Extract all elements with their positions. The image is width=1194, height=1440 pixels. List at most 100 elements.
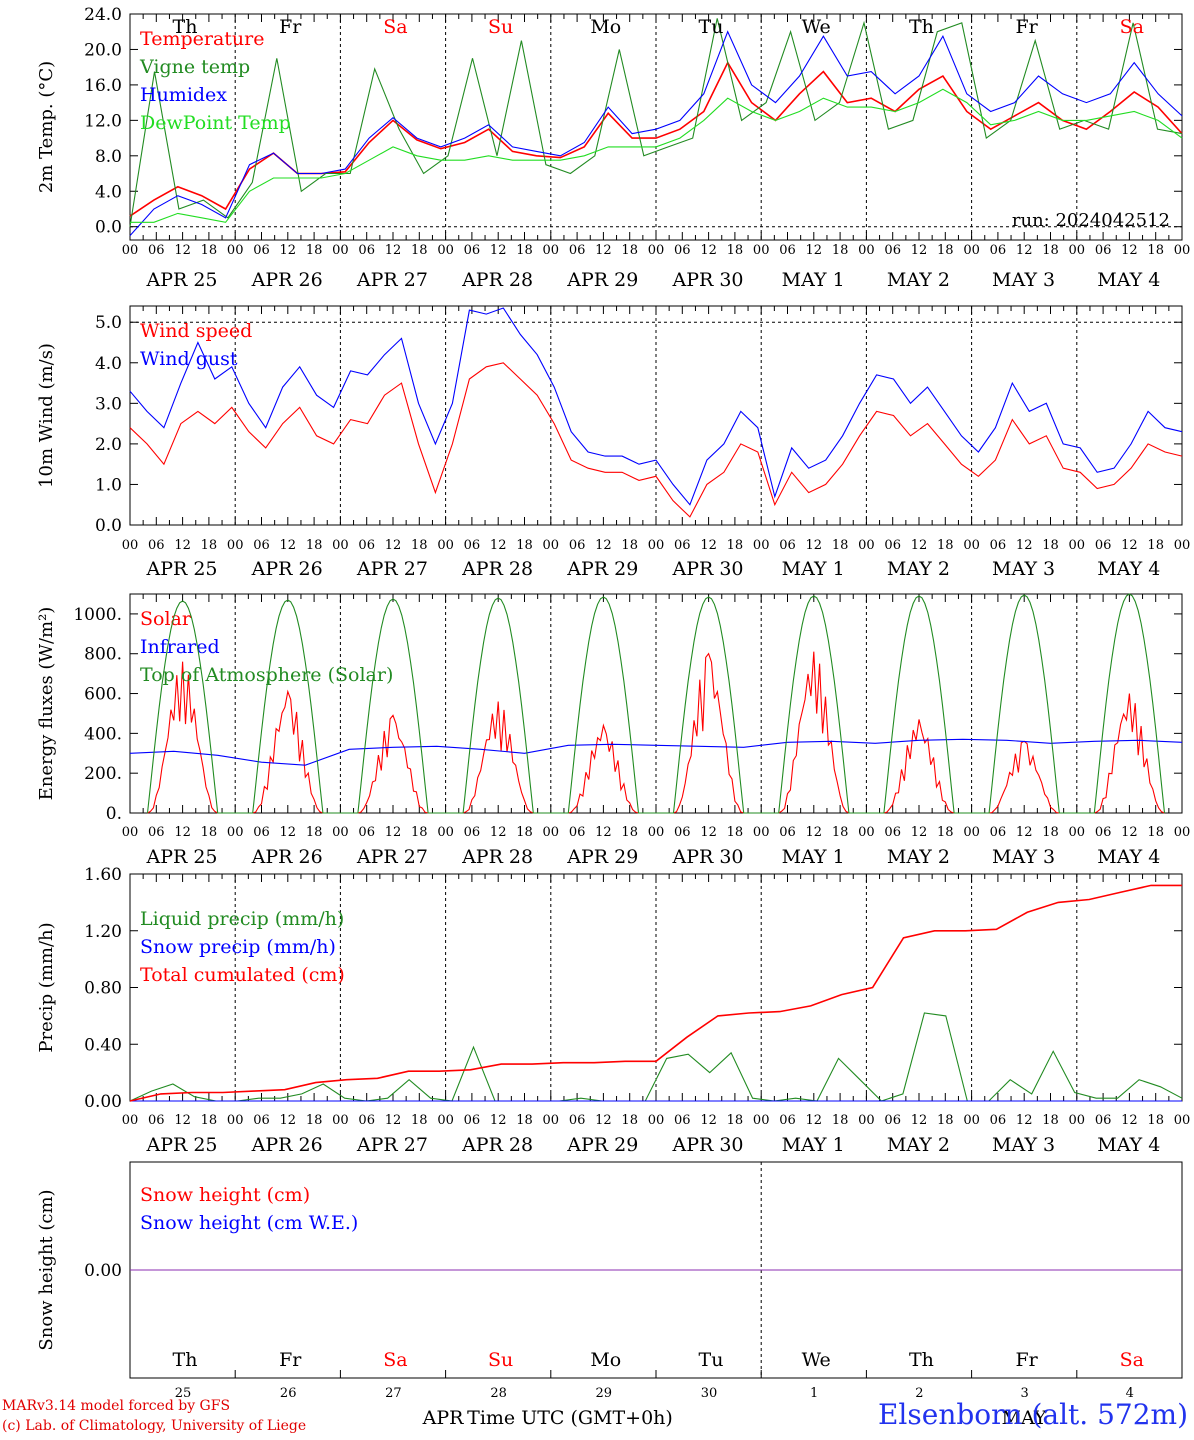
hour-tick-label: 00 bbox=[332, 1113, 349, 1128]
hour-tick-label: 18 bbox=[306, 538, 323, 553]
day-name-label: Sa bbox=[383, 16, 407, 38]
date-label: MAY 3 bbox=[992, 846, 1055, 868]
series-line-humidex bbox=[129, 30, 1183, 236]
hour-tick-label: 00 bbox=[543, 1113, 560, 1128]
hour-tick-label: 12 bbox=[700, 538, 717, 553]
y-tick-label: 20.0 bbox=[84, 40, 122, 60]
series-line-top-of-atmosphere-solar- bbox=[146, 593, 1166, 814]
hour-tick-label: 06 bbox=[358, 538, 375, 553]
hour-tick-label: 18 bbox=[306, 825, 323, 840]
y-axis-label: Energy fluxes (W/m²) bbox=[36, 607, 57, 801]
hour-tick-label: 18 bbox=[201, 1113, 218, 1128]
hour-tick-label: 06 bbox=[464, 243, 481, 258]
hour-tick-label: 12 bbox=[280, 538, 297, 553]
date-label: MAY 4 bbox=[1097, 846, 1160, 868]
date-label: MAY 4 bbox=[1097, 269, 1160, 291]
date-label: APR 26 bbox=[251, 269, 323, 291]
date-label: APR 29 bbox=[566, 269, 638, 291]
series-line-wind-speed bbox=[129, 362, 1183, 518]
day-number-label: 3 bbox=[1020, 1386, 1028, 1401]
date-label: MAY 1 bbox=[782, 1134, 845, 1156]
hour-tick-label: 18 bbox=[937, 1113, 954, 1128]
hour-tick-label: 06 bbox=[148, 538, 165, 553]
hour-tick-label: 00 bbox=[963, 538, 980, 553]
hour-tick-label: 12 bbox=[911, 825, 928, 840]
hour-tick-label: 06 bbox=[569, 825, 586, 840]
hour-tick-label: 12 bbox=[1121, 538, 1138, 553]
hour-tick-label: 06 bbox=[253, 243, 270, 258]
day-name-label: Fr bbox=[1015, 1349, 1038, 1371]
day-name-label: We bbox=[802, 1349, 831, 1371]
hour-tick-label: 00 bbox=[122, 1113, 139, 1128]
hour-tick-label: 06 bbox=[253, 538, 270, 553]
hour-tick-label: 18 bbox=[727, 1113, 744, 1128]
hour-tick-label: 18 bbox=[201, 538, 218, 553]
hour-tick-label: 00 bbox=[858, 1113, 875, 1128]
date-label: MAY 2 bbox=[887, 846, 950, 868]
y-tick-label: 1.0 bbox=[95, 475, 122, 495]
hour-tick-label: 06 bbox=[884, 825, 901, 840]
day-number-label: 30 bbox=[701, 1386, 718, 1401]
hour-tick-label: 00 bbox=[1069, 825, 1086, 840]
legend-entry: Wind gust bbox=[140, 348, 238, 370]
y-axis-label: 10m Wind (m/s) bbox=[36, 343, 57, 488]
legend-entry: Liquid precip (mm/h) bbox=[140, 908, 344, 930]
legend-entry: Vigne temp bbox=[139, 56, 250, 78]
day-name-label: Sa bbox=[383, 1349, 407, 1371]
hour-tick-label: 00 bbox=[227, 1113, 244, 1128]
legend-entry: Snow precip (mm/h) bbox=[140, 936, 336, 958]
hour-tick-label: 06 bbox=[990, 243, 1007, 258]
hour-tick-label: 06 bbox=[253, 825, 270, 840]
y-tick-label: 1.60 bbox=[84, 865, 122, 885]
hour-tick-label: 18 bbox=[411, 1113, 428, 1128]
hour-tick-label: 12 bbox=[174, 825, 191, 840]
hour-tick-label: 18 bbox=[727, 243, 744, 258]
date-label: APR 27 bbox=[356, 846, 428, 868]
hour-tick-label: 00 bbox=[858, 243, 875, 258]
hour-tick-label: 06 bbox=[990, 825, 1007, 840]
date-label: APR 30 bbox=[671, 1134, 743, 1156]
day-name-label: We bbox=[802, 16, 831, 38]
date-label: APR 30 bbox=[671, 558, 743, 580]
hour-tick-label: 12 bbox=[806, 243, 823, 258]
day-number-label: 29 bbox=[596, 1386, 613, 1401]
hour-tick-label: 12 bbox=[1016, 1113, 1033, 1128]
day-name-label: Fr bbox=[279, 1349, 302, 1371]
hour-tick-label: 12 bbox=[700, 1113, 717, 1128]
date-label: MAY 3 bbox=[992, 269, 1055, 291]
hour-tick-label: 00 bbox=[122, 243, 139, 258]
hour-tick-label: 12 bbox=[490, 538, 507, 553]
hour-tick-label: 18 bbox=[1147, 1113, 1164, 1128]
hour-tick-label: 00 bbox=[753, 538, 770, 553]
hour-tick-label: 18 bbox=[411, 825, 428, 840]
date-label: APR 29 bbox=[566, 558, 638, 580]
hour-tick-label: 18 bbox=[832, 1113, 849, 1128]
hour-tick-label: 12 bbox=[595, 538, 612, 553]
hour-tick-label: 12 bbox=[700, 825, 717, 840]
hour-tick-label: 06 bbox=[674, 538, 691, 553]
hour-tick-label: 12 bbox=[595, 825, 612, 840]
hour-tick-label: 00 bbox=[963, 1113, 980, 1128]
hour-tick-label: 18 bbox=[201, 243, 218, 258]
hour-tick-label: 18 bbox=[621, 538, 638, 553]
hour-tick-label: 06 bbox=[674, 1113, 691, 1128]
legend-entry: DewPoint Temp bbox=[140, 112, 291, 134]
hour-tick-label: 00 bbox=[858, 538, 875, 553]
hour-tick-label: 06 bbox=[148, 825, 165, 840]
hour-tick-label: 12 bbox=[490, 1113, 507, 1128]
day-name-label: Mo bbox=[590, 1349, 621, 1371]
day-name-label: Mo bbox=[590, 16, 621, 38]
hour-tick-label: 12 bbox=[174, 1113, 191, 1128]
hour-tick-label: 12 bbox=[806, 825, 823, 840]
series-line-total-cumulated-cm- bbox=[129, 884, 1182, 1102]
hour-tick-label: 12 bbox=[700, 243, 717, 258]
date-label: APR 30 bbox=[671, 269, 743, 291]
date-label: APR 27 bbox=[356, 269, 428, 291]
hour-tick-label: 00 bbox=[753, 243, 770, 258]
hour-tick-label: 12 bbox=[280, 243, 297, 258]
hour-tick-label: 18 bbox=[621, 1113, 638, 1128]
hour-tick-label: 06 bbox=[884, 538, 901, 553]
hour-tick-label: 06 bbox=[1095, 243, 1112, 258]
hour-tick-label: 18 bbox=[1042, 1113, 1059, 1128]
date-label: APR 25 bbox=[145, 558, 217, 580]
